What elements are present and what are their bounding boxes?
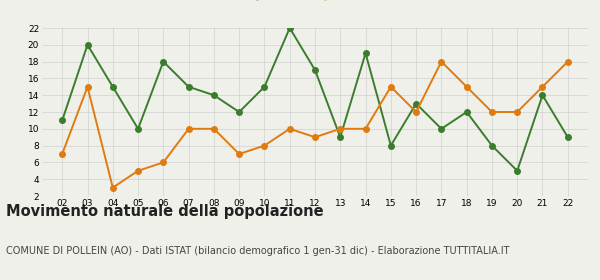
Decessi [134, 169, 142, 172]
Nascite [261, 85, 268, 88]
Legend: Nascite, Decessi: Nascite, Decessi [247, 0, 383, 5]
Nascite [84, 43, 91, 46]
Nascite [160, 60, 167, 63]
Text: COMUNE DI POLLEIN (AO) - Dati ISTAT (bilancio demografico 1 gen-31 dic) - Elabor: COMUNE DI POLLEIN (AO) - Dati ISTAT (bil… [6, 246, 509, 256]
Line: Decessi: Decessi [59, 59, 571, 190]
Nascite [463, 110, 470, 114]
Decessi [84, 85, 91, 88]
Decessi [160, 161, 167, 164]
Decessi [109, 186, 116, 189]
Nascite [337, 136, 344, 139]
Decessi [413, 110, 420, 114]
Nascite [438, 127, 445, 130]
Nascite [185, 85, 192, 88]
Decessi [311, 136, 319, 139]
Decessi [337, 127, 344, 130]
Nascite [488, 144, 496, 147]
Nascite [59, 119, 66, 122]
Decessi [59, 152, 66, 156]
Decessi [210, 127, 217, 130]
Decessi [488, 110, 496, 114]
Nascite [236, 110, 243, 114]
Decessi [514, 110, 521, 114]
Decessi [236, 152, 243, 156]
Nascite [413, 102, 420, 105]
Nascite [514, 169, 521, 172]
Decessi [564, 60, 571, 63]
Nascite [539, 94, 546, 97]
Decessi [463, 85, 470, 88]
Nascite [210, 94, 217, 97]
Decessi [539, 85, 546, 88]
Decessi [261, 144, 268, 147]
Nascite [362, 52, 369, 55]
Decessi [185, 127, 192, 130]
Decessi [438, 60, 445, 63]
Text: Movimento naturale della popolazione: Movimento naturale della popolazione [6, 204, 323, 220]
Line: Nascite: Nascite [59, 25, 571, 174]
Decessi [387, 85, 394, 88]
Nascite [286, 26, 293, 30]
Nascite [109, 85, 116, 88]
Decessi [362, 127, 369, 130]
Nascite [134, 127, 142, 130]
Nascite [387, 144, 394, 147]
Nascite [311, 68, 319, 72]
Nascite [564, 136, 571, 139]
Decessi [286, 127, 293, 130]
